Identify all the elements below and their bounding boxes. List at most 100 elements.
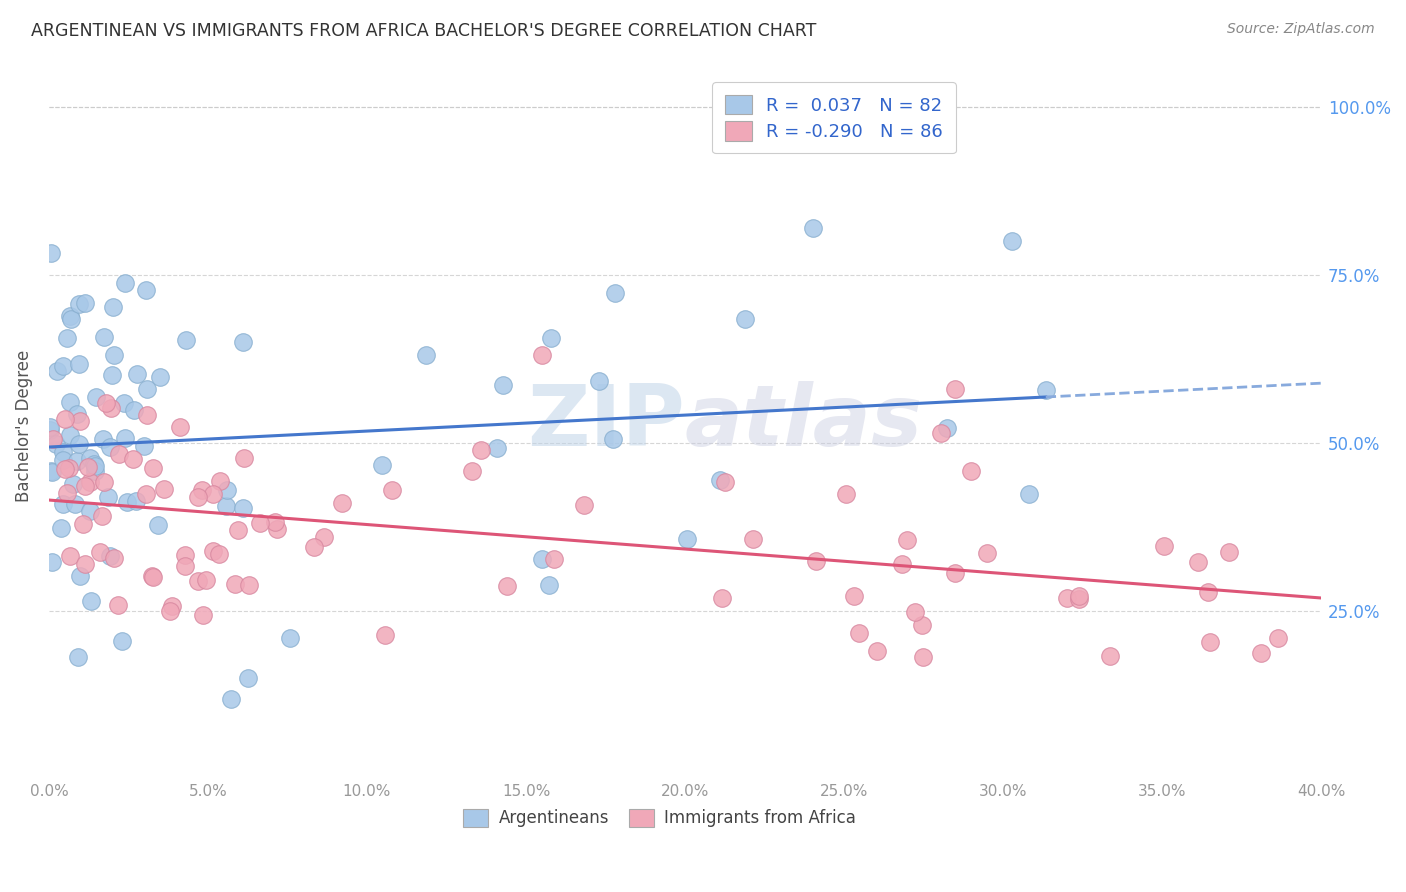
Point (101, 368, 124, 383)
Point (56, 331, 79, 345)
Point (943, 566, 966, 580)
Point (142, 460, 165, 475)
Point (891, 558, 914, 572)
Point (530, 348, 553, 362)
Point (602, 432, 624, 446)
Point (1067, 589, 1090, 603)
Point (496, 579, 519, 593)
Point (1267, 632, 1289, 646)
Point (1250, 646, 1272, 660)
Point (173, 558, 195, 573)
Point (1001, 234, 1024, 248)
Point (100, 401, 122, 415)
Point (142, 570, 165, 584)
Point (75, 558, 97, 572)
Point (60, 312, 83, 326)
Point (93, 432, 115, 446)
Point (187, 490, 209, 504)
Point (152, 482, 174, 496)
Point (93, 475, 115, 489)
Point (224, 576, 246, 591)
Point (127, 367, 149, 381)
Point (91, 509, 114, 524)
Point (101, 300, 124, 314)
Point (63, 497, 86, 511)
Point (208, 474, 231, 488)
Point (52, 453, 75, 467)
Point (572, 499, 595, 513)
Point (146, 517, 169, 532)
Point (41, 433, 63, 447)
Point (39, 246, 62, 260)
Point (67, 649, 90, 664)
Point (191, 607, 214, 622)
Point (53, 462, 76, 476)
Point (69, 569, 91, 583)
Point (709, 473, 731, 487)
Point (374, 628, 396, 642)
Point (1153, 539, 1175, 553)
Point (65, 408, 87, 422)
Point (710, 591, 733, 605)
Point (75, 295, 97, 310)
Point (169, 420, 191, 434)
Point (174, 333, 197, 347)
Point (959, 463, 981, 477)
Point (1098, 648, 1121, 663)
Point (492, 378, 515, 392)
Point (371, 458, 394, 472)
Point (531, 552, 554, 566)
Point (470, 443, 492, 458)
Point (415, 348, 437, 362)
Point (848, 626, 870, 640)
Point (911, 618, 934, 632)
Point (217, 483, 239, 498)
Point (866, 644, 889, 658)
Point (67, 357, 90, 371)
Point (58, 460, 80, 475)
Point (122, 451, 145, 466)
Point (93, 330, 115, 344)
Point (835, 487, 858, 501)
Point (714, 475, 737, 489)
Legend: Argentineans, Immigrants from Africa: Argentineans, Immigrants from Africa (457, 802, 862, 834)
Point (842, 590, 865, 604)
Point (62, 477, 84, 491)
Point (67, 436, 90, 450)
Point (75, 479, 97, 493)
Point (149, 370, 172, 384)
Point (84, 458, 107, 473)
Point (72, 517, 94, 532)
Point (98, 549, 121, 563)
Point (41, 555, 63, 569)
Point (201, 487, 224, 501)
Point (141, 569, 163, 583)
Point (53, 412, 76, 426)
Point (201, 544, 224, 558)
Point (56, 485, 79, 500)
Point (1069, 592, 1091, 607)
Point (605, 286, 627, 301)
Point (540, 331, 562, 345)
Point (1018, 487, 1040, 501)
Point (122, 403, 145, 417)
Point (79, 450, 101, 465)
Point (302, 540, 325, 554)
Point (801, 220, 824, 235)
Point (266, 522, 288, 536)
Point (45, 363, 67, 377)
Point (1056, 591, 1078, 605)
Point (39, 464, 62, 478)
Point (84, 464, 107, 478)
Text: Source: ZipAtlas.com: Source: ZipAtlas.com (1227, 22, 1375, 37)
Point (98, 440, 121, 454)
Point (676, 533, 699, 547)
Point (79, 475, 101, 489)
Point (89, 545, 111, 559)
Point (1197, 584, 1219, 599)
Point (59, 309, 82, 323)
Point (1218, 544, 1240, 558)
Point (976, 546, 998, 560)
Point (232, 335, 254, 350)
Point (135, 486, 157, 500)
